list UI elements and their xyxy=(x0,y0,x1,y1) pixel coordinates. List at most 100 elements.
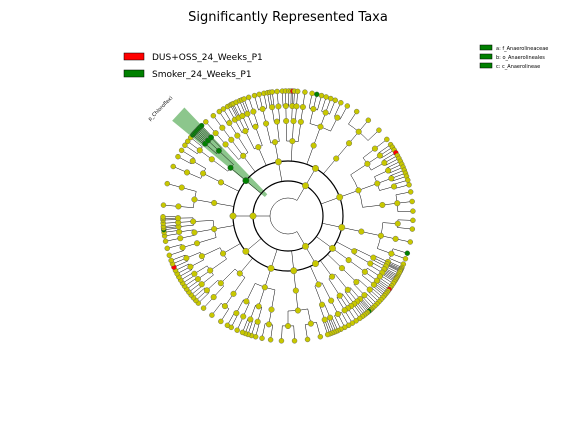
node xyxy=(304,336,311,343)
node xyxy=(367,260,374,267)
node xyxy=(292,287,299,294)
node xyxy=(381,159,388,166)
edge xyxy=(220,182,239,192)
node xyxy=(328,297,335,304)
node xyxy=(334,114,341,121)
node xyxy=(210,113,217,119)
node xyxy=(351,248,358,255)
edge xyxy=(328,278,340,296)
node xyxy=(203,287,210,294)
edge xyxy=(290,141,293,162)
edge xyxy=(295,290,299,311)
node xyxy=(176,228,183,235)
node xyxy=(274,88,280,95)
node xyxy=(218,318,224,325)
node xyxy=(179,244,186,251)
node xyxy=(275,158,282,166)
node xyxy=(175,215,182,222)
node xyxy=(256,91,262,98)
edge xyxy=(269,197,298,235)
node xyxy=(211,199,218,206)
node xyxy=(364,160,371,167)
node xyxy=(307,320,314,327)
node xyxy=(209,312,215,318)
node xyxy=(164,245,170,252)
node xyxy=(160,214,166,220)
node xyxy=(196,147,203,154)
node xyxy=(310,142,317,149)
edge xyxy=(292,121,294,142)
node xyxy=(371,145,378,152)
node xyxy=(370,254,377,261)
node xyxy=(376,127,382,133)
node xyxy=(366,286,373,293)
node xyxy=(249,212,257,220)
node xyxy=(333,155,340,162)
key-swatch xyxy=(479,62,493,69)
node xyxy=(220,106,227,112)
edge xyxy=(358,183,378,191)
edge xyxy=(245,130,255,150)
legend-swatch xyxy=(123,69,145,78)
node xyxy=(336,193,344,201)
legend-swatch xyxy=(123,52,145,61)
node xyxy=(217,280,224,287)
cladogram xyxy=(160,88,416,344)
node xyxy=(234,132,241,139)
node xyxy=(244,110,251,117)
node xyxy=(178,184,185,191)
node xyxy=(409,198,415,205)
edge xyxy=(265,123,271,144)
node xyxy=(336,292,343,299)
node xyxy=(222,141,229,148)
node xyxy=(208,156,215,163)
node xyxy=(240,152,247,159)
node xyxy=(211,226,218,233)
node xyxy=(200,170,207,177)
node xyxy=(229,212,237,220)
node xyxy=(338,265,345,272)
node xyxy=(312,260,319,268)
node xyxy=(289,138,296,145)
edge xyxy=(193,220,214,222)
node xyxy=(243,298,250,305)
node xyxy=(379,201,386,208)
edge xyxy=(231,139,244,156)
node xyxy=(175,153,181,160)
node xyxy=(402,256,409,262)
node xyxy=(318,92,325,99)
node xyxy=(384,136,390,143)
node xyxy=(404,250,411,256)
node xyxy=(329,273,336,280)
node xyxy=(228,136,235,143)
node xyxy=(267,264,275,272)
node xyxy=(198,122,205,129)
edge xyxy=(348,259,366,273)
edge xyxy=(271,289,276,310)
node xyxy=(394,200,401,207)
node xyxy=(259,105,266,112)
node xyxy=(191,229,198,236)
edge xyxy=(350,163,368,175)
edge xyxy=(222,243,241,254)
edge xyxy=(194,228,215,233)
key-label: b: o_Anaerolineales xyxy=(496,55,545,61)
node xyxy=(185,138,191,145)
edge xyxy=(335,274,348,290)
edge xyxy=(362,204,383,208)
node xyxy=(392,235,399,242)
edge xyxy=(246,283,256,302)
edge xyxy=(321,282,332,301)
node xyxy=(294,307,301,314)
edge xyxy=(336,143,350,159)
node xyxy=(255,144,262,151)
node xyxy=(365,117,372,123)
node xyxy=(242,177,250,185)
node xyxy=(207,134,214,141)
node xyxy=(355,187,362,194)
edge xyxy=(341,267,357,283)
node xyxy=(193,240,200,247)
node xyxy=(187,263,194,270)
node xyxy=(215,147,222,154)
edge xyxy=(210,258,227,271)
